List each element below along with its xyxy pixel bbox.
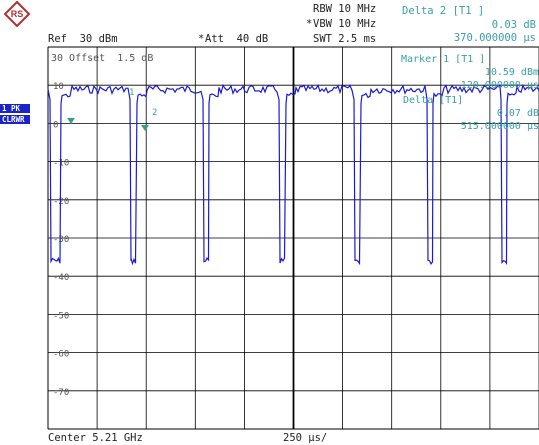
trace-mode-badge: 1 PK <box>0 104 30 113</box>
marker-1-number: 1 <box>129 88 135 98</box>
marker-1-triangle <box>67 118 75 124</box>
delta-overlay-level: 0.07 dB <box>496 108 539 119</box>
delta-marker-title: Delta 2 [T1 ] <box>402 5 485 17</box>
vbw-star: * <box>306 18 313 30</box>
delta-overlay-time: 515.000000 µs <box>460 121 539 132</box>
plot-grid <box>47 46 539 430</box>
rohde-schwarz-logo-icon: RS <box>4 1 30 27</box>
y-tick-label: -70 <box>53 388 69 398</box>
trace-1 <box>47 83 539 266</box>
y-tick-label: 0 <box>53 120 58 130</box>
y-tick-label: -20 <box>53 197 69 207</box>
ref-level-label: Ref 30 dBm <box>48 33 118 45</box>
marker-2-number: 2 <box>152 108 158 118</box>
delta-marker-level: 0.03 dB <box>491 19 536 31</box>
y-tick-label: -30 <box>53 235 69 245</box>
delta-marker-time: 370.000000 µs <box>453 32 536 44</box>
svg-text:RS: RS <box>11 9 24 19</box>
att-star: * <box>198 33 205 45</box>
span-per-division-label: 250 µs/ <box>283 432 328 444</box>
y-tick-label: 10 <box>53 82 64 92</box>
center-frequency-label: Center 5.21 GHz <box>48 432 143 444</box>
delta-overlay-title: Delta [T1] <box>403 95 464 106</box>
sweep-time-label: SWT 2.5 ms <box>313 33 377 45</box>
y-tick-label: -60 <box>53 350 69 360</box>
marker-1-title: Marker 1 [T1 ] <box>401 54 486 65</box>
y-tick-label: -50 <box>53 311 69 321</box>
y-tick-label: -40 <box>53 273 69 283</box>
vbw-label: VBW 10 MHz <box>313 18 377 30</box>
attenuation-label: Att 40 dB <box>205 33 269 45</box>
marker-1-time: 120.000000 µs <box>460 80 539 91</box>
marker-2-triangle <box>141 125 149 131</box>
marker-1-level: 10.59 dBm <box>484 67 539 78</box>
offset-label: 30 Offset 1.5 dB <box>51 53 154 64</box>
rbw-label: RBW 10 MHz <box>313 3 377 15</box>
clear-write-badge: CLRWR <box>0 115 30 124</box>
